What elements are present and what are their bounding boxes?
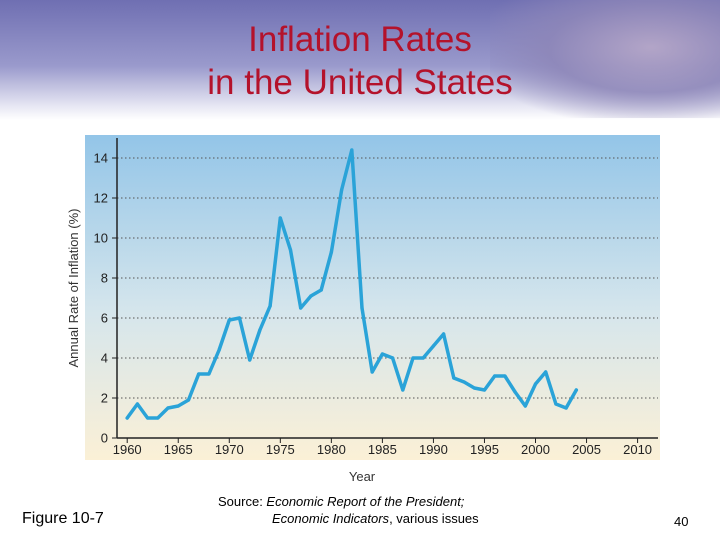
data-point-2001 (544, 370, 548, 374)
y-axis-title: Annual Rate of Inflation (%) (66, 209, 81, 368)
data-point-1999 (523, 404, 527, 408)
title-line-2: in the United States (207, 63, 513, 102)
x-tick-label-1985: 1985 (368, 442, 397, 457)
source-line-2: Economic Indicators, various issues (200, 510, 530, 527)
y-tick-label-0: 0 (101, 431, 108, 446)
title-line-1: Inflation Rates (248, 20, 472, 59)
y-tick-label-2: 2 (101, 391, 108, 406)
data-point-1982 (350, 148, 354, 152)
data-point-1963 (156, 416, 160, 420)
data-point-1976 (288, 248, 293, 252)
source-note: Source: Economic Report of the President… (200, 493, 530, 527)
y-tick-label-6: 6 (101, 311, 108, 326)
data-point-1973 (258, 328, 262, 332)
data-point-2002 (554, 402, 558, 406)
data-point-1992 (452, 376, 456, 380)
x-tick-label-1980: 1980 (317, 442, 346, 457)
x-tick-label-1960: 1960 (113, 442, 142, 457)
page-number: 40 (674, 514, 689, 529)
data-point-1967 (197, 372, 201, 376)
data-point-1987 (401, 388, 405, 392)
data-point-2003 (564, 406, 568, 410)
data-point-1983 (360, 306, 364, 310)
header-photo (490, 0, 720, 118)
data-point-1964 (166, 406, 170, 410)
y-tick-label-14: 14 (94, 151, 108, 166)
data-point-1986 (391, 356, 395, 360)
data-point-1984 (370, 370, 374, 374)
data-point-1996 (493, 374, 497, 378)
data-point-1985 (380, 352, 384, 356)
data-point-1974 (268, 304, 272, 308)
data-point-1968 (207, 372, 211, 376)
y-tick-label-8: 8 (101, 271, 108, 286)
data-point-1970 (227, 318, 231, 322)
source-suffix: , various issues (389, 511, 479, 526)
source-line-1: Source: Economic Report of the President… (200, 493, 530, 510)
y-tick-label-10: 10 (94, 231, 108, 246)
x-tick-label-1975: 1975 (266, 442, 295, 457)
x-tick-label-1970: 1970 (215, 442, 244, 457)
y-tick-label-12: 12 (94, 191, 108, 206)
x-tick-label-1995: 1995 (470, 442, 499, 457)
slide-title: Inflation Rates in the United States (100, 18, 620, 104)
data-point-1980 (329, 250, 333, 254)
x-tick-label-2010: 2010 (623, 442, 652, 457)
data-point-1971 (237, 316, 242, 320)
data-point-1998 (513, 390, 517, 394)
data-point-1994 (472, 386, 476, 390)
data-point-2004 (574, 388, 578, 392)
data-point-1978 (309, 294, 313, 298)
source-title-2: Economic Indicators (272, 511, 390, 526)
data-point-1969 (217, 348, 221, 352)
data-point-1966 (186, 398, 191, 402)
data-point-1975 (278, 216, 282, 220)
data-point-2000 (533, 382, 538, 386)
data-point-1965 (176, 404, 180, 408)
plot-background (85, 135, 660, 460)
data-point-1961 (135, 402, 139, 406)
data-point-1972 (248, 358, 252, 362)
data-point-1981 (340, 188, 344, 192)
x-axis-title: Year (349, 469, 376, 484)
data-point-1979 (319, 288, 323, 292)
data-point-1997 (503, 374, 507, 378)
x-tick-label-2005: 2005 (572, 442, 601, 457)
x-tick-label-1990: 1990 (419, 442, 448, 457)
data-point-1993 (462, 380, 466, 384)
data-point-1995 (482, 388, 487, 392)
data-point-1991 (442, 332, 446, 336)
y-tick-label-4: 4 (101, 351, 108, 366)
x-tick-label-2000: 2000 (521, 442, 550, 457)
source-title-1: Economic Report of the President; (266, 494, 465, 509)
source-prefix: Source: (218, 494, 267, 509)
data-point-1989 (421, 356, 425, 360)
data-point-1990 (431, 344, 435, 348)
data-point-1960 (125, 416, 129, 420)
figure-label: Figure 10-7 (22, 510, 104, 527)
x-tick-label-1965: 1965 (164, 442, 193, 457)
data-point-1962 (146, 416, 150, 420)
data-point-1977 (299, 306, 303, 310)
data-point-1988 (411, 356, 415, 360)
